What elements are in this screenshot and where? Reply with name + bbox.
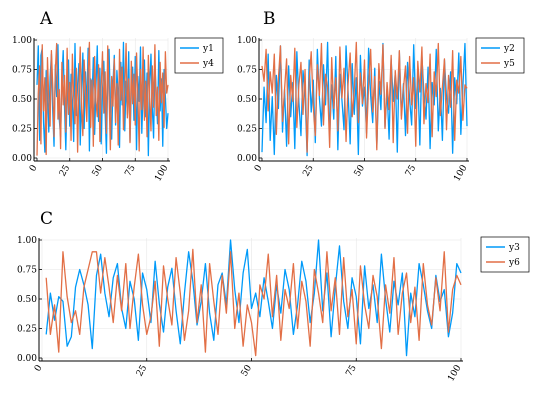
y-tick-label: 0.75 — [17, 266, 37, 276]
panel-A: A 0.00 0.25 0.50 0.75 1.00 0 25 50 75 100 y1 y4 — [12, 9, 224, 183]
x-tick-label: 0 — [28, 163, 40, 173]
legend-label-y5: y5 — [503, 59, 515, 69]
x-tick-label: 75 — [344, 363, 359, 378]
y-tick-label: 0.50 — [17, 295, 37, 305]
x-tick-label: 25 — [135, 363, 150, 378]
x-tick-label: 75 — [123, 163, 138, 178]
y-tick-label: 0.00 — [17, 354, 37, 364]
legend-label-y3: y3 — [508, 243, 520, 253]
x-tick-label: 75 — [404, 163, 419, 178]
legend: y1 y4 — [174, 37, 224, 74]
legend-label-y1: y1 — [202, 44, 214, 54]
y-tick-label: 1.00 — [12, 36, 32, 46]
x-tick-label: 25 — [301, 163, 316, 178]
x-tick-label: 100 — [153, 163, 170, 183]
x-tick-label: 50 — [240, 363, 255, 378]
x-tick-label: 50 — [353, 163, 368, 178]
panel-C: C 0.00 0.25 0.50 0.75 1.00 0 25 50 75 100 y3 y6 — [17, 209, 530, 383]
y-tick-label: 0.75 — [237, 66, 257, 76]
y-tick-label: 0.25 — [12, 125, 32, 135]
panel-title: A — [39, 9, 53, 29]
y-tick-label: 1.00 — [17, 236, 37, 246]
y-tick-label: 0.75 — [12, 66, 32, 76]
legend-label-y4: y4 — [202, 59, 214, 69]
x-tick-label: 100 — [446, 363, 463, 383]
legend-box — [475, 37, 525, 74]
panel-B: B 0.00 0.25 0.50 0.75 1.00 0 25 50 75 100 y2 y5 — [237, 9, 525, 183]
y-tick-label: 0.50 — [237, 95, 257, 105]
x-tick-label: 0 — [33, 363, 45, 373]
legend-box — [480, 236, 530, 273]
y-tick-label: 0.00 — [12, 154, 32, 164]
legend-label-y2: y2 — [503, 44, 515, 54]
legend-label-y6: y6 — [508, 258, 520, 268]
y-tick-label: 1.00 — [237, 36, 257, 46]
x-tick-label: 50 — [91, 163, 106, 178]
legend-box — [174, 37, 224, 74]
panel-title: C — [40, 209, 53, 229]
y-tick-label: 0.00 — [237, 154, 257, 164]
series-line-y4 — [36, 41, 169, 156]
legend: y2 y5 — [475, 37, 525, 74]
y-tick-label: 0.25 — [237, 125, 257, 135]
panel-title: B — [263, 9, 276, 29]
series-line-y3 — [45, 239, 462, 357]
y-tick-label: 0.50 — [12, 95, 32, 105]
x-tick-label: 0 — [253, 163, 265, 173]
series-line-y5 — [261, 41, 468, 153]
x-tick-label: 100 — [452, 163, 469, 183]
legend: y3 y6 — [480, 236, 530, 273]
series-line-y6 — [45, 248, 462, 357]
y-tick-label: 0.25 — [17, 325, 37, 335]
x-tick-label: 25 — [58, 163, 73, 178]
